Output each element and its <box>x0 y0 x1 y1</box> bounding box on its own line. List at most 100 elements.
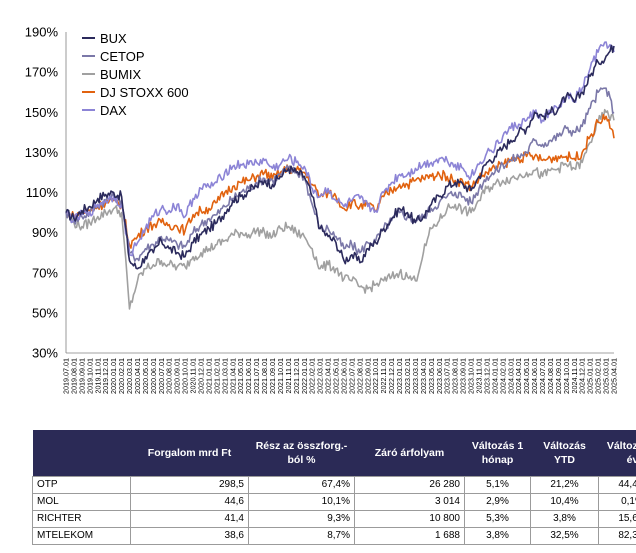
x-tick-label: 2020.04.01 <box>133 358 142 394</box>
x-tick-label: 2022.03.01 <box>316 358 325 394</box>
legend-swatch <box>82 54 95 58</box>
x-tick-label: 2021.03.01 <box>220 358 229 394</box>
cell-share: 67,4% <box>248 475 355 494</box>
x-tick-label: 2023.05.01 <box>427 358 436 394</box>
x-tick-label: 2025.02.01 <box>594 358 603 394</box>
cell-change-1m: 5,3% <box>464 509 531 528</box>
y-axis: 30% 50% 70% 90% 110% 130% 150% 170% 190% <box>25 25 67 361</box>
x-tick-label: 2020.02.01 <box>117 358 126 394</box>
cell-close: 26 280 <box>354 475 465 494</box>
cell-share: 9,3% <box>248 509 355 528</box>
cell-turnover: 298,5 <box>130 475 249 494</box>
cell-turnover: 44,6 <box>130 492 249 511</box>
header-cell: Forgalom mrd Ft <box>147 446 232 459</box>
x-tick-label: 2022.02.01 <box>308 358 317 394</box>
series-line-dax <box>65 41 615 257</box>
x-tick-label: 2019.08.01 <box>69 358 78 394</box>
x-tick-label: 2023.10.01 <box>467 358 476 394</box>
cell-turnover: 41,4 <box>130 509 249 528</box>
x-tick-label: 2024.10.01 <box>562 358 571 394</box>
cell-share: 8,7% <box>248 526 355 545</box>
stock-table: Forgalom mrd Ft Rész az összforg.-ból % … <box>32 430 636 545</box>
x-tick-label: 2023.02.01 <box>403 358 412 394</box>
y-tick-label: 170% <box>25 65 59 80</box>
cell-close: 3 014 <box>354 492 465 511</box>
x-tick-label: 2024.12.01 <box>578 358 587 394</box>
cell-name: MOL <box>32 492 131 511</box>
x-tick-label: 2021.04.01 <box>228 358 237 394</box>
cell-change-ytd: 10,4% <box>530 492 599 511</box>
x-tick-label: 2021.09.01 <box>268 358 277 394</box>
legend: BUX CETOP BUMIX DJ STOXX 600 DAX <box>82 29 189 119</box>
x-tick-label: 2022.08.01 <box>355 358 364 394</box>
x-axis: 2019.07.012019.08.012019.09.012019.10.01… <box>62 352 619 394</box>
x-tick-label: 2020.03.01 <box>125 358 134 394</box>
x-tick-label: 2021.07.01 <box>252 358 261 394</box>
legend-item: DAX <box>82 101 189 119</box>
x-tick-label: 2022.10.01 <box>371 358 380 394</box>
legend-label: DAX <box>100 102 127 118</box>
x-tick-label: 2023.01.01 <box>395 358 404 394</box>
line-chart: 30% 50% 70% 90% 110% 130% 150% 170% 190% 2019.07… <box>25 25 619 394</box>
x-tick-label: 2024.07.01 <box>538 358 547 394</box>
x-tick-label: 2020.12.01 <box>197 358 206 394</box>
x-tick-label: 2024.05.01 <box>522 358 531 394</box>
chart-svg: 30% 50% 70% 90% 110% 130% 150% 170% 190% 2019.07… <box>25 25 619 394</box>
legend-item: DJ STOXX 600 <box>82 83 189 101</box>
x-tick-label: 2023.12.01 <box>482 358 491 394</box>
x-tick-label: 2021.11.01 <box>284 358 293 393</box>
cell-change-1m: 3,8% <box>464 526 531 545</box>
header-cell <box>33 430 131 476</box>
x-tick-label: 2024.02.01 <box>498 358 507 394</box>
x-tick-label: 2022.01.01 <box>300 358 309 394</box>
cell-name: OTP <box>32 475 131 494</box>
y-tick-label: 90% <box>32 225 58 240</box>
x-tick-label: 2022.05.01 <box>332 358 341 394</box>
x-tick-label: 2021.05.01 <box>236 358 245 394</box>
cell-close: 10 800 <box>354 509 465 528</box>
x-tick-label: 2020.08.01 <box>165 358 174 394</box>
legend-label: CETOP <box>100 48 145 64</box>
y-tick-label: 30% <box>32 346 58 361</box>
x-tick-label: 2023.11.01 <box>474 358 483 393</box>
header-cell: Rész az összforg.-ból % <box>255 439 348 466</box>
x-tick-label: 2019.07.01 <box>62 358 71 394</box>
header-cell: Változás 1 év <box>606 439 636 466</box>
x-tick-label: 2025.03.01 <box>602 358 611 394</box>
cell-change-1m: 5,1% <box>464 475 531 494</box>
legend-label: BUMIX <box>100 66 142 82</box>
y-tick-label: 130% <box>25 145 59 160</box>
x-tick-label: 2023.04.01 <box>419 358 428 394</box>
legend-label: DJ STOXX 600 <box>100 84 189 100</box>
cell-change-ytd: 32,5% <box>530 526 599 545</box>
x-tick-label: 2024.09.01 <box>554 358 563 394</box>
legend-swatch <box>82 90 95 94</box>
x-tick-label: 2020.09.01 <box>173 358 182 394</box>
cell-change-1y: 0,1% <box>598 492 636 511</box>
x-tick-label: 2021.06.01 <box>244 358 253 394</box>
y-tick-label: 70% <box>32 265 58 280</box>
x-tick-label: 2022.12.01 <box>387 358 396 394</box>
cell-name: RICHTER <box>32 509 131 528</box>
cell-change-1y: 44,4% <box>598 475 636 494</box>
x-tick-label: 2020.07.01 <box>157 358 166 394</box>
series-lines <box>65 41 615 310</box>
table-row: OTP 298,5 67,4% 26 280 5,1% 21,2% 44,4% <box>32 475 636 494</box>
x-tick-label: 2020.11.01 <box>189 358 198 393</box>
x-tick-label: 2025.01.01 <box>586 358 595 394</box>
x-tick-label: 2019.10.01 <box>85 358 94 394</box>
legend-item: BUMIX <box>82 65 189 83</box>
legend-item: BUX <box>82 29 189 47</box>
table-row: MTELEKOM 38,6 8,7% 1 688 3,8% 32,5% 82,3… <box>32 526 636 545</box>
x-tick-label: 2025.04.01 <box>610 358 619 394</box>
x-tick-label: 2019.12.01 <box>101 358 110 394</box>
x-tick-label: 2024.01.01 <box>490 358 499 394</box>
cell-change-ytd: 21,2% <box>530 475 599 494</box>
series-line-cetop <box>65 87 615 262</box>
x-tick-label: 2023.07.01 <box>443 358 452 394</box>
x-tick-label: 2022.06.01 <box>339 358 348 394</box>
legend-swatch <box>82 108 95 112</box>
x-tick-label: 2022.04.01 <box>324 358 333 394</box>
x-tick-label: 2023.03.01 <box>411 358 420 394</box>
x-tick-label: 2019.09.01 <box>77 358 86 394</box>
